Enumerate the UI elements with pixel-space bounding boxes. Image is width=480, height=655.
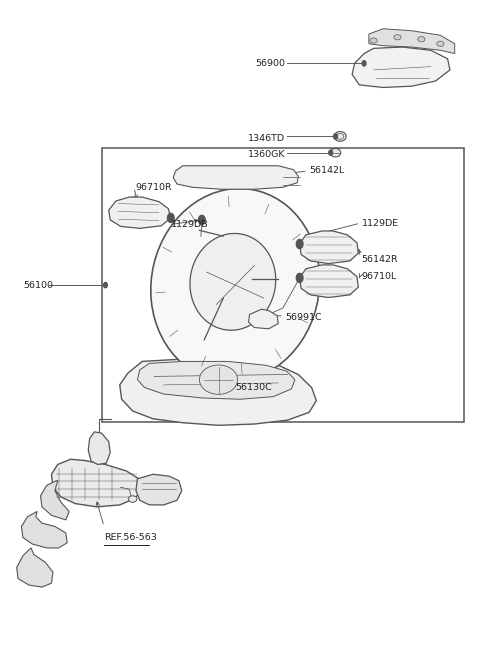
Text: REF.56-563: REF.56-563 (104, 533, 157, 542)
Circle shape (168, 214, 174, 223)
Polygon shape (352, 47, 450, 88)
Ellipse shape (394, 35, 401, 40)
Ellipse shape (199, 365, 238, 394)
Polygon shape (300, 231, 359, 263)
Polygon shape (88, 432, 110, 464)
Circle shape (362, 61, 366, 66)
Polygon shape (51, 459, 142, 507)
Polygon shape (249, 309, 278, 329)
Text: 1129DB: 1129DB (171, 220, 208, 229)
Text: 56130C: 56130C (235, 383, 272, 392)
Text: 1360GK: 1360GK (248, 149, 285, 159)
Text: 56142L: 56142L (309, 166, 345, 176)
Text: 56100: 56100 (23, 280, 53, 290)
Text: 96710R: 96710R (135, 183, 172, 192)
Circle shape (334, 134, 337, 139)
Ellipse shape (190, 233, 276, 330)
Circle shape (296, 240, 303, 249)
Text: 1129DE: 1129DE (362, 219, 399, 228)
Circle shape (296, 273, 303, 282)
Circle shape (104, 282, 108, 288)
Text: 56142R: 56142R (362, 255, 398, 263)
Polygon shape (40, 481, 69, 520)
Circle shape (199, 215, 205, 225)
Ellipse shape (370, 38, 377, 43)
Text: 56991C: 56991C (285, 313, 322, 322)
Polygon shape (173, 166, 298, 189)
Bar (102, 148, 464, 422)
Polygon shape (120, 359, 316, 425)
Ellipse shape (330, 149, 341, 157)
Ellipse shape (151, 189, 320, 382)
Ellipse shape (437, 41, 444, 47)
Polygon shape (136, 474, 182, 505)
Ellipse shape (128, 496, 137, 502)
Text: 56900: 56900 (255, 59, 285, 68)
Polygon shape (137, 362, 295, 400)
Polygon shape (22, 512, 67, 548)
Polygon shape (17, 548, 53, 587)
Polygon shape (369, 29, 455, 54)
Polygon shape (109, 197, 171, 229)
Polygon shape (300, 265, 359, 297)
Ellipse shape (418, 37, 425, 42)
Text: 96710L: 96710L (362, 272, 397, 281)
Circle shape (329, 150, 333, 155)
Ellipse shape (334, 132, 346, 141)
Text: 1346TD: 1346TD (248, 134, 285, 143)
